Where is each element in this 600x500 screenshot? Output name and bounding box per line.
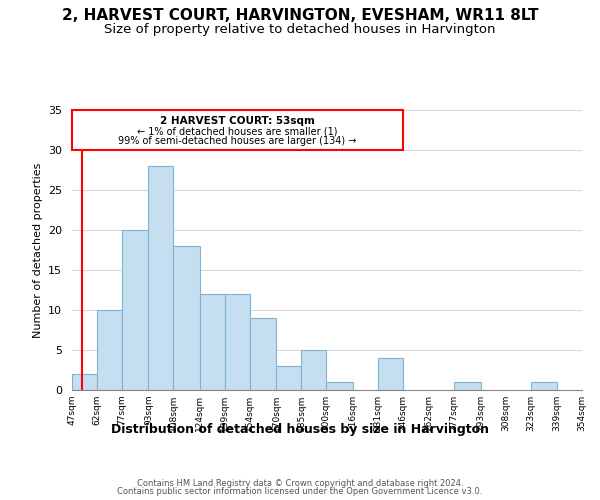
Bar [72, 110, 403, 150]
Bar [301, 350, 326, 390]
Bar [148, 166, 173, 390]
Bar [97, 310, 122, 390]
Text: 2, HARVEST COURT, HARVINGTON, EVESHAM, WR11 8LT: 2, HARVEST COURT, HARVINGTON, EVESHAM, W… [62, 8, 538, 22]
Bar [200, 294, 225, 390]
Bar [377, 358, 403, 390]
Text: ← 1% of detached houses are smaller (1): ← 1% of detached houses are smaller (1) [137, 126, 338, 136]
Bar [530, 382, 557, 390]
Bar [277, 366, 301, 390]
Bar [454, 382, 481, 390]
Bar [72, 374, 97, 390]
Text: 99% of semi-detached houses are larger (134) →: 99% of semi-detached houses are larger (… [118, 136, 356, 146]
Bar [326, 382, 353, 390]
Text: Contains HM Land Registry data © Crown copyright and database right 2024.: Contains HM Land Registry data © Crown c… [137, 478, 463, 488]
Y-axis label: Number of detached properties: Number of detached properties [32, 162, 43, 338]
Text: Distribution of detached houses by size in Harvington: Distribution of detached houses by size … [111, 422, 489, 436]
Bar [250, 318, 277, 390]
Text: Contains public sector information licensed under the Open Government Licence v3: Contains public sector information licen… [118, 487, 482, 496]
Text: Size of property relative to detached houses in Harvington: Size of property relative to detached ho… [104, 22, 496, 36]
Bar [225, 294, 250, 390]
Bar [173, 246, 200, 390]
Text: 2 HARVEST COURT: 53sqm: 2 HARVEST COURT: 53sqm [160, 116, 315, 126]
Bar [122, 230, 148, 390]
